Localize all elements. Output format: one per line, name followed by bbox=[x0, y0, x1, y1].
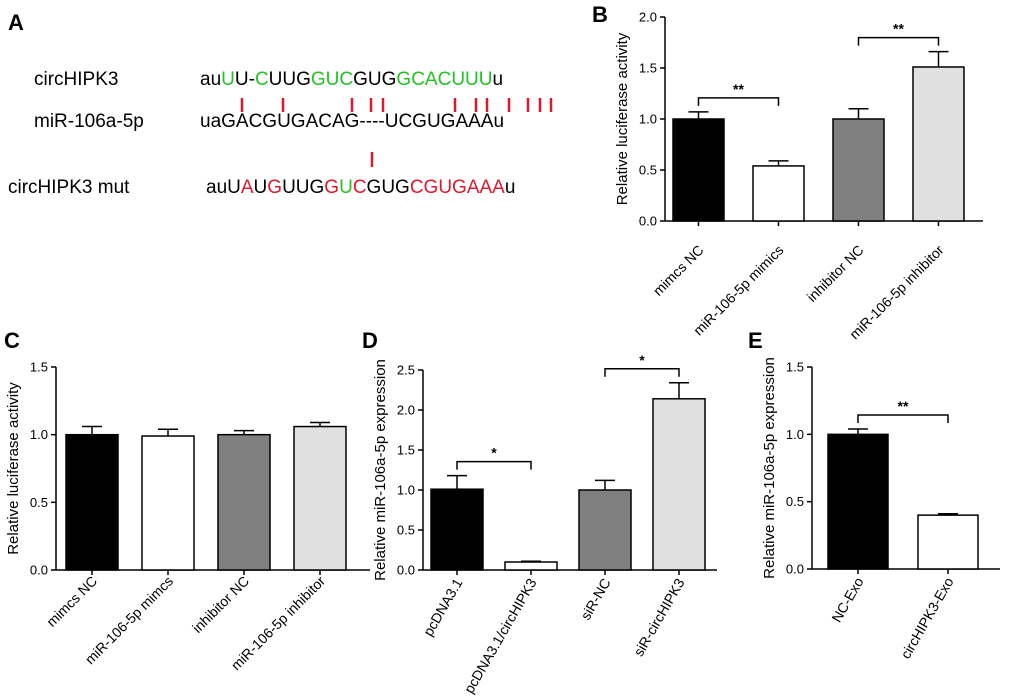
seq-segment: U- bbox=[235, 69, 255, 90]
seq-segment: C bbox=[255, 69, 269, 90]
significance-bracket bbox=[857, 36, 940, 46]
circhipk3-mut-label: circHIPK3 mut bbox=[8, 177, 130, 198]
bar bbox=[141, 435, 195, 571]
circhipk3-mut-sequence: auUAUGUUGGUCGUGCGUGAAAu bbox=[206, 177, 515, 198]
seq-segment: uaGACGUGACAG----UCGUGAAAu bbox=[200, 111, 504, 132]
seq-segment: G bbox=[324, 177, 339, 198]
y-axis-label: Relative luciferase activity bbox=[5, 382, 22, 555]
y-axis-label: Relative luciferase activity bbox=[614, 32, 631, 205]
seq-segment: C bbox=[353, 177, 367, 198]
mir-106a-5p-sequence: uaGACGUGACAG----UCGUGAAAu bbox=[200, 111, 504, 132]
category-label: miR-106-5p mimics bbox=[690, 242, 787, 339]
seq-segment: au bbox=[200, 69, 221, 90]
seq-segment: A bbox=[241, 177, 254, 198]
y-tick-label: 0.5 bbox=[30, 495, 48, 510]
significance-label: * bbox=[639, 352, 645, 368]
y-tick-label: 2.0 bbox=[397, 403, 415, 418]
chart-c-luciferase-mut: 0.0 0.5 1.0 1.5 Relative luciferase activity… bbox=[5, 360, 370, 673]
bar bbox=[293, 425, 347, 571]
significance-label: ** bbox=[898, 398, 909, 414]
category-label: inhibitor NC bbox=[804, 242, 867, 305]
panel-c-letter: C bbox=[4, 328, 20, 353]
category-label: NC-Exo bbox=[828, 574, 866, 625]
panel-d-letter: D bbox=[362, 328, 378, 353]
chart-d-expression: 0.0 0.5 1.0 1.5 2.0 2.5 Relative miR-106a-5p e… bbox=[372, 352, 717, 696]
chart-e-exo-expression: 0.0 0.5 1.0 1.5 Relative miR-106a-5p express… bbox=[761, 357, 1000, 661]
y-tick-label: 0.0 bbox=[30, 563, 48, 578]
bar bbox=[827, 433, 889, 570]
seq-segment: U bbox=[254, 177, 268, 198]
chart-b-luciferase: 0.0 0.5 1.0 1.5 2.0 Relative luciferase activ… bbox=[614, 10, 983, 342]
y-tick-label: 1.0 bbox=[30, 427, 48, 442]
significance-label: * bbox=[491, 445, 497, 461]
y-tick-label: 1.0 bbox=[397, 483, 415, 498]
y-tick-label: 1.5 bbox=[639, 61, 657, 76]
bar bbox=[430, 488, 484, 571]
y-tick-label: 1.5 bbox=[397, 443, 415, 458]
y-tick-label: 0.0 bbox=[786, 562, 804, 577]
y-tick-label: 0.5 bbox=[397, 523, 415, 538]
bar bbox=[652, 398, 706, 571]
y-tick-label: 1.0 bbox=[786, 427, 804, 442]
category-label: mimcs NC bbox=[650, 242, 707, 299]
y-axis-label: Relative miR-106a-5p expression bbox=[761, 357, 778, 579]
bar bbox=[65, 433, 119, 571]
bar bbox=[832, 118, 885, 222]
category-label: siR-circHIPK3 bbox=[630, 575, 688, 659]
bar bbox=[917, 514, 979, 570]
bar bbox=[504, 561, 558, 571]
significance-bracket bbox=[456, 460, 532, 470]
panel-e-letter: E bbox=[748, 328, 763, 353]
seq-segment: u bbox=[492, 69, 503, 90]
seq-segment: UUG bbox=[282, 177, 324, 198]
y-tick-label: 2.0 bbox=[639, 10, 657, 25]
bar bbox=[578, 489, 632, 571]
category-label: siR-NC bbox=[577, 576, 613, 623]
category-label: pcDNA3.1 bbox=[420, 575, 466, 638]
significance-label: ** bbox=[733, 81, 744, 97]
base-pair-lines bbox=[240, 98, 553, 167]
significance-label: ** bbox=[893, 21, 904, 37]
seq-segment: u bbox=[505, 177, 516, 198]
y-tick-label: 0.5 bbox=[786, 494, 804, 509]
panel-b-letter: B bbox=[592, 2, 608, 27]
seq-segment: auU bbox=[206, 177, 241, 198]
seq-segment: GUG bbox=[353, 69, 396, 90]
y-tick-label: 0.5 bbox=[639, 163, 657, 178]
bar bbox=[672, 118, 725, 222]
sequence-alignment: circHIPK3 miR-106a-5p circHIPK3 mut auUU… bbox=[8, 69, 553, 198]
seq-segment: GUG bbox=[367, 177, 410, 198]
significance-bracket bbox=[604, 368, 680, 377]
bar bbox=[752, 165, 805, 222]
y-tick-label: 1.5 bbox=[786, 360, 804, 375]
seq-segment: CGUGAAA bbox=[410, 177, 505, 198]
bar bbox=[912, 66, 965, 222]
seq-segment: GCACUUU bbox=[396, 69, 492, 90]
seq-segment: GUC bbox=[311, 69, 353, 90]
seq-segment: U bbox=[221, 69, 235, 90]
significance-bracket bbox=[697, 97, 780, 106]
category-label: circHIPK3-Exo bbox=[897, 574, 956, 661]
circhipk3-sequence: auUU-CUUGGUCGUGGCACUUUu bbox=[200, 69, 503, 90]
seq-segment: G bbox=[267, 177, 282, 198]
significance-bracket bbox=[857, 414, 949, 423]
circhipk3-label: circHIPK3 bbox=[34, 69, 118, 90]
mir-106a-5p-label: miR-106a-5p bbox=[34, 111, 144, 132]
y-tick-label: 0.0 bbox=[397, 563, 415, 578]
y-tick-label: 1.0 bbox=[639, 112, 657, 127]
category-label: pcDNA3.1/circHIPK3 bbox=[461, 575, 540, 696]
y-tick-label: 1.5 bbox=[30, 360, 48, 375]
seq-segment: U bbox=[339, 177, 353, 198]
seq-segment: UUG bbox=[269, 69, 311, 90]
category-label: inhibitor NC bbox=[189, 573, 252, 636]
y-axis-label: Relative miR-106a-5p expression bbox=[372, 359, 389, 581]
y-tick-label: 0.0 bbox=[639, 214, 657, 229]
y-tick-label: 2.5 bbox=[397, 363, 415, 378]
category-label: mimcs NC bbox=[43, 573, 100, 630]
panel-a-letter: A bbox=[8, 10, 24, 35]
bar bbox=[217, 433, 271, 571]
